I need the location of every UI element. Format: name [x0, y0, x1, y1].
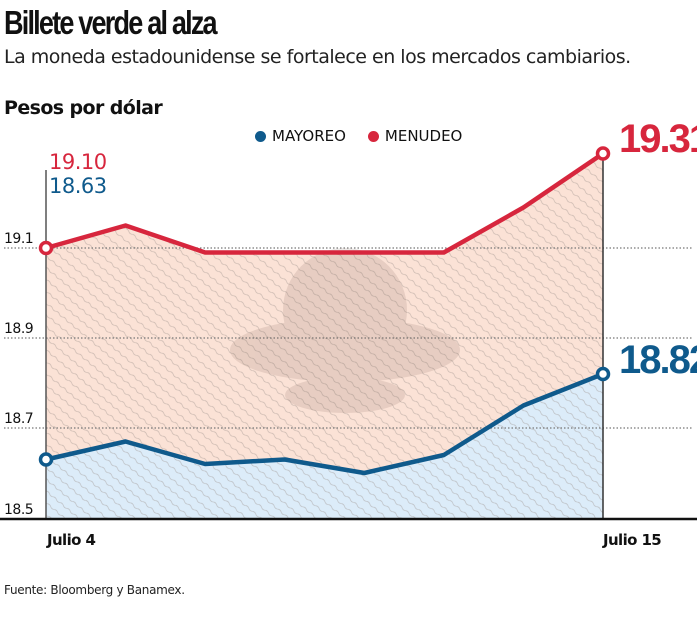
source-note: Fuente: Bloomberg y Banamex.: [4, 583, 185, 597]
y-axis-label: Pesos por dólar: [4, 97, 163, 119]
y-tick-label: 18.7: [4, 411, 33, 427]
x-tick-label: Julio 4: [46, 531, 95, 549]
start-label-mayoreo: 18.63: [49, 174, 107, 198]
point-menudeo: [38, 240, 54, 256]
point-mayoreo: [595, 366, 611, 382]
area-hatch: [46, 153, 603, 518]
eagle-watermark-icon: [230, 248, 460, 413]
legend-item-mayoreo: MAYOREO: [255, 127, 346, 145]
line-menudeo: [45, 151, 605, 255]
chart-subtitle: La moneda estadounidense se fortalece en…: [4, 46, 631, 68]
legend-dot-menudeo-icon: [367, 130, 379, 142]
y-tick-label: 18.5: [4, 502, 33, 518]
line-mayoreo: [45, 371, 604, 476]
point-mayoreo: [38, 452, 54, 467]
start-label-menudeo: 19.10: [49, 150, 107, 174]
y-tick-label: 18.9: [4, 321, 33, 337]
legend-item-menudeo: MENUDEO: [367, 127, 463, 145]
y-tick-label: 19.1: [4, 231, 33, 247]
end-label-mayoreo: 18.82: [619, 338, 697, 382]
legend-label-menudeo: MENUDEO: [384, 127, 463, 145]
x-tick-label: Julio 15: [602, 531, 661, 549]
legend: MAYOREO MENUDEO: [255, 127, 462, 145]
chart-title: Billete verde al alza: [4, 4, 218, 41]
point-menudeo: [595, 146, 611, 161]
legend-label-mayoreo: MAYOREO: [272, 127, 346, 145]
legend-dot-mayoreo-icon: [255, 130, 266, 142]
end-label-menudeo: 19.31: [619, 117, 697, 161]
